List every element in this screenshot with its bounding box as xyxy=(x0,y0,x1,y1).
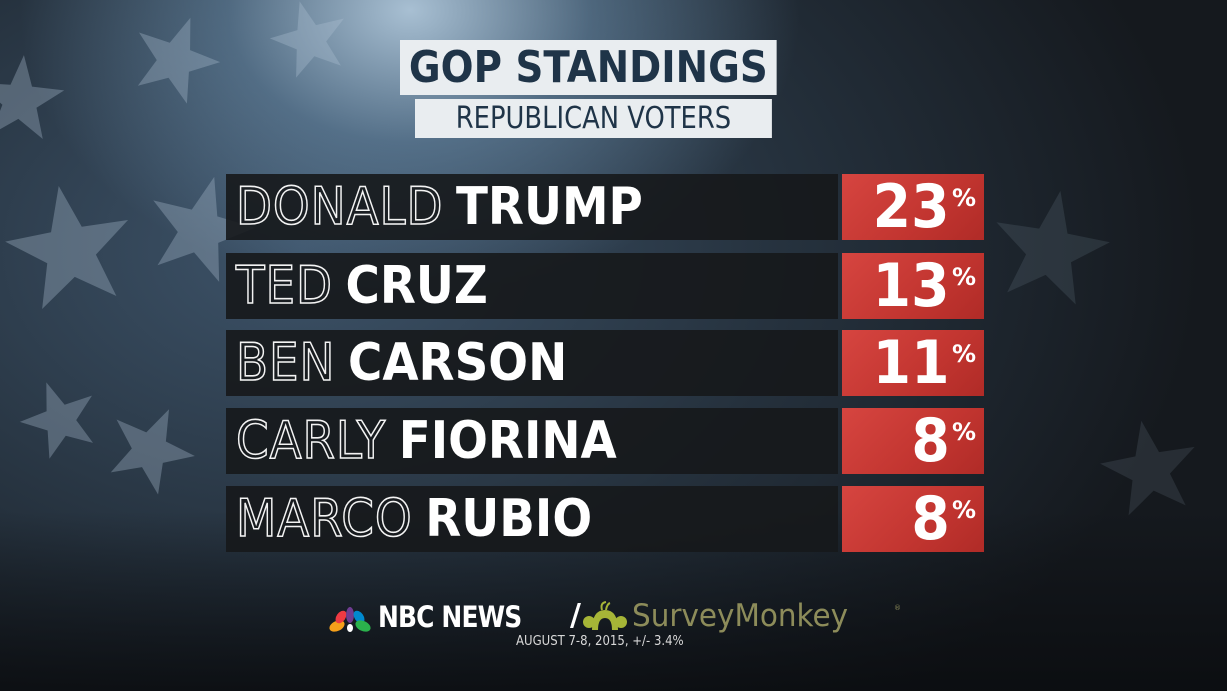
candidate-row: CARLY FIORINA 8% xyxy=(226,408,986,474)
percent-icon: % xyxy=(951,418,976,446)
candidate-last-name: TRUMP xyxy=(456,177,643,237)
percent-icon: % xyxy=(951,263,976,291)
nbc-peacock-icon xyxy=(329,607,371,632)
candidate-last-name: CRUZ xyxy=(345,256,488,316)
percentage-box: 11% xyxy=(842,330,984,396)
candidate-last-name: FIORINA xyxy=(398,411,617,471)
percentage-box: 23% xyxy=(842,174,984,240)
candidate-name-bar: BEN CARSON xyxy=(226,330,838,396)
percentage-value: 23 xyxy=(873,172,950,242)
candidate-first-name: TED xyxy=(235,255,333,317)
candidate-first-name: BEN xyxy=(235,332,336,394)
trademark-symbol: ® xyxy=(894,604,901,612)
surveymonkey-wordmark: SurveyMonkey xyxy=(632,598,849,634)
percentage-box: 8% xyxy=(842,408,984,474)
source-footer: NBC NEWS / SurveyMonkey ® AUGUST 7-8, 20… xyxy=(328,598,908,658)
candidate-last-name: RUBIO xyxy=(425,489,593,549)
candidate-row: BEN CARSON 11% xyxy=(226,330,986,396)
percentage-value: 8 xyxy=(911,406,950,476)
candidate-row: MARCO RUBIO 8% xyxy=(226,486,986,552)
percent-icon: % xyxy=(951,184,976,212)
percentage-value: 11 xyxy=(873,328,950,398)
candidate-name-bar: CARLY FIORINA xyxy=(226,408,838,474)
candidate-name-bar: TED CRUZ xyxy=(226,253,838,319)
poll-date-margin: AUGUST 7-8, 2015, +/- 3.4% xyxy=(516,634,684,649)
candidate-row: DONALD TRUMP 23% xyxy=(226,174,986,240)
candidate-name-bar: DONALD TRUMP xyxy=(226,174,838,240)
candidate-first-name: MARCO xyxy=(235,488,413,550)
candidate-last-name: CARSON xyxy=(347,333,568,393)
candidate-name-bar: MARCO RUBIO xyxy=(226,486,838,552)
percent-icon: % xyxy=(951,496,976,524)
nbc-news-logo: NBC NEWS xyxy=(378,600,522,634)
percentage-value: 8 xyxy=(911,484,950,554)
candidate-first-name: DONALD xyxy=(235,176,444,238)
surveymonkey-logo-icon xyxy=(583,601,627,630)
logo-separator: / xyxy=(570,598,581,633)
candidate-first-name: CARLY xyxy=(235,410,387,472)
chart-subtitle: REPUBLICAN VOTERS xyxy=(415,99,772,138)
percentage-value: 13 xyxy=(873,251,950,321)
percentage-box: 13% xyxy=(842,253,984,319)
percent-icon: % xyxy=(951,340,976,368)
candidate-row: TED CRUZ 13% xyxy=(226,253,986,319)
percentage-box: 8% xyxy=(842,486,984,552)
chart-title: GOP STANDINGS xyxy=(400,40,777,95)
